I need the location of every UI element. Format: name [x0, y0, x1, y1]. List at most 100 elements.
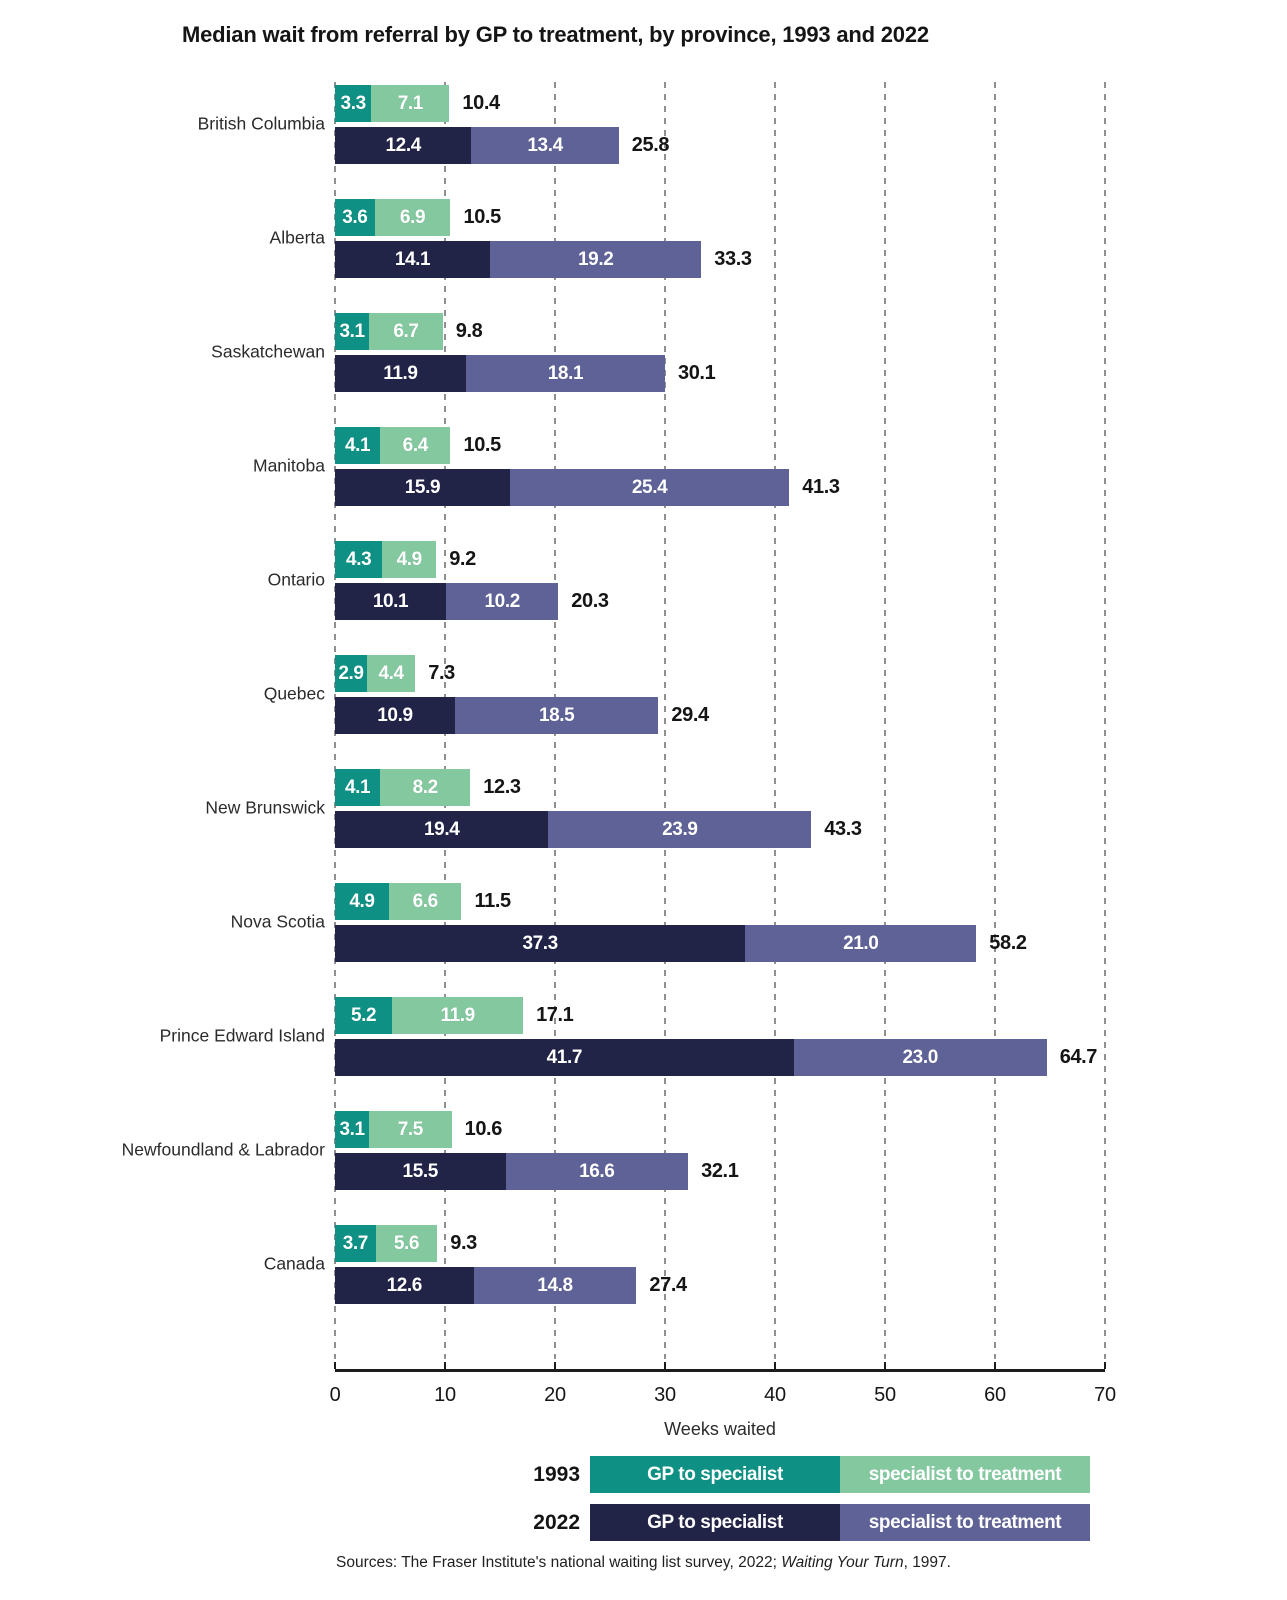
x-axis-line: [335, 1369, 1105, 1372]
legend-year-2022: 2022: [533, 1510, 580, 1534]
segment-1993-specialist-to-treatment-value: 6.4: [402, 434, 429, 456]
province-group: Prince Edward Island 5.2 11.9 17.1 41.7 23.0 6…: [160, 997, 1105, 1076]
segment-1993-specialist-to-treatment: 6.9: [374, 199, 451, 236]
province-group: Ontario 4.3 4.9 9.2 10.1 10.2 20.3: [268, 541, 1105, 620]
segment-2022-specialist-to-treatment: 19.2: [490, 241, 702, 278]
province-label: Canada: [263, 1253, 325, 1274]
chart-plot: British Columbia 3.3 7.1 10.4 12.4 13.4 25.8 Al…: [122, 82, 1116, 1439]
segment-2022-gp-to-specialist: 11.9: [335, 355, 466, 392]
legend-swatch-spec-2022: specialist to treatment: [840, 1504, 1090, 1541]
x-axis-tick-20: [554, 1362, 556, 1369]
province-label: New Brunswick: [205, 797, 325, 818]
segment-1993-specialist-to-treatment-value: 6.9: [399, 206, 426, 228]
segment-2022-specialist-to-treatment-value: 23.9: [662, 818, 698, 840]
segment-2022-specialist-to-treatment: 13.4: [471, 127, 619, 164]
total-label-2022: 27.4: [649, 1274, 687, 1296]
x-axis-tick-10: [444, 1362, 446, 1369]
segment-2022-gp-to-specialist-value: 14.1: [394, 248, 431, 270]
bar-1993: 3.1 7.5 10.6: [335, 1111, 1105, 1148]
bar-2022: 19.4 23.9 43.3: [335, 811, 1105, 848]
segment-1993-specialist-to-treatment-value: 8.2: [412, 776, 439, 798]
segment-2022-gp-to-specialist-value: 10.1: [372, 590, 409, 612]
bar-2022: 10.9 18.5 29.4: [335, 697, 1105, 734]
province-label: Ontario: [267, 569, 325, 590]
chart-title: Median wait from referral by GP to treat…: [182, 22, 929, 47]
segment-2022-specialist-to-treatment-value: 14.8: [537, 1274, 573, 1296]
x-axis-tick-label-20: 20: [544, 1384, 566, 1406]
source-prefix: Sources: The Fraser Institute's national…: [336, 1554, 782, 1571]
x-axis-tick-label-70: 70: [1094, 1384, 1116, 1406]
total-label-2022: 64.7: [1059, 1046, 1098, 1068]
segment-2022-gp-to-specialist-value: 10.9: [377, 704, 413, 726]
segment-2022-specialist-to-treatment-value: 21.0: [843, 932, 879, 954]
segment-1993-gp-to-specialist: 3.3: [335, 85, 372, 122]
total-label-1993: 9.2: [449, 548, 476, 570]
total-label-1993: 7.3: [428, 662, 455, 684]
legend-swatch-gp-2022: GP to specialist: [590, 1504, 840, 1541]
segment-2022-gp-to-specialist-value: 12.6: [386, 1274, 423, 1296]
x-axis-tick-label-30: 30: [654, 1384, 676, 1406]
x-axis-tick-0: [334, 1362, 336, 1369]
bar-2022: 15.5 16.6 32.1: [335, 1153, 1105, 1190]
x-axis-tick-30: [664, 1362, 666, 1369]
segment-2022-specialist-to-treatment-value: 19.2: [577, 248, 614, 270]
segment-1993-specialist-to-treatment-value: 11.9: [440, 1004, 475, 1026]
segment-1993-gp-to-specialist-value: 4.9: [349, 890, 375, 912]
segment-1993-gp-to-specialist: 4.1: [335, 769, 381, 806]
segment-1993-specialist-to-treatment: 6.4: [380, 427, 451, 464]
total-label-1993: 17.1: [536, 1004, 574, 1026]
segment-1993-specialist-to-treatment: 7.5: [369, 1111, 452, 1148]
province-label: Quebec: [263, 683, 325, 704]
segment-2022-specialist-to-treatment: 14.8: [473, 1267, 637, 1304]
segment-2022-specialist-to-treatment: 21.0: [745, 925, 977, 962]
bar-1993: 4.3 4.9 9.2: [335, 541, 1105, 578]
bar-2022: 11.9 18.1 30.1: [335, 355, 1105, 392]
segment-1993-gp-to-specialist-value: 3.6: [342, 206, 368, 228]
gridline-40: [774, 82, 776, 1359]
total-label-1993: 12.3: [483, 776, 521, 798]
bar-2022: 12.4 13.4 25.8: [335, 127, 1105, 164]
gridline-70: [1104, 82, 1106, 1359]
segment-1993-gp-to-specialist-value: 3.7: [342, 1232, 369, 1254]
province-group: Quebec 2.9 4.4 7.3 10.9 18.5 29.4: [264, 655, 1105, 734]
segment-2022-specialist-to-treatment-value: 18.5: [538, 704, 575, 726]
source-suffix: , 1997.: [903, 1554, 951, 1571]
segment-2022-gp-to-specialist-value: 19.4: [424, 818, 460, 840]
x-axis-tick-label-60: 60: [984, 1384, 1006, 1406]
segment-2022-gp-to-specialist: 10.9: [335, 697, 455, 734]
total-label-2022: 29.4: [671, 704, 709, 726]
gridline-30: [664, 82, 666, 1359]
province-label: Saskatchewan: [211, 341, 325, 362]
segment-1993-gp-to-specialist-value: 3.3: [340, 92, 367, 114]
segment-1993-specialist-to-treatment: 4.4: [366, 655, 416, 692]
legend-swatch-spec-1993: specialist to treatment: [840, 1456, 1090, 1493]
bar-1993: 3.1 6.7 9.8: [335, 313, 1105, 350]
segment-1993-gp-to-specialist: 2.9: [335, 655, 367, 692]
province-group: Newfoundland & Labrador 3.1 7.5 10.6 15.5 16.…: [122, 1111, 1105, 1190]
province-group: British Columbia 3.3 7.1 10.4 12.4 13.4 25.8: [198, 85, 1105, 164]
segment-2022-gp-to-specialist-value: 12.4: [385, 134, 422, 156]
province-group: Saskatchewan 3.1 6.7 9.8 11.9 18.1 30.1: [211, 313, 1105, 392]
province-label: Nova Scotia: [230, 911, 325, 932]
province-label: Alberta: [269, 227, 325, 248]
segment-2022-gp-to-specialist: 41.7: [335, 1039, 794, 1076]
segment-1993-specialist-to-treatment-value: 4.4: [378, 662, 404, 684]
segment-1993-specialist-to-treatment-value: 4.9: [396, 548, 423, 570]
legend-row-1993: 1993 GP to specialist specialist to trea…: [0, 1456, 1090, 1493]
total-label-1993: 9.8: [455, 320, 483, 342]
segment-1993-specialist-to-treatment-value: 6.6: [412, 890, 439, 912]
segment-2022-specialist-to-treatment: 18.1: [465, 355, 665, 392]
segment-1993-gp-to-specialist-value: 5.2: [350, 1004, 377, 1026]
x-axis-tick-label-50: 50: [874, 1384, 896, 1406]
segment-2022-specialist-to-treatment: 10.2: [446, 583, 559, 620]
bar-1993: 4.1 8.2 12.3: [335, 769, 1105, 806]
total-label-2022: 32.1: [701, 1160, 739, 1182]
segment-1993-gp-to-specialist: 3.1: [335, 313, 370, 350]
segment-2022-gp-to-specialist-value: 41.7: [546, 1046, 583, 1068]
segment-1993-gp-to-specialist-value: 3.1: [339, 1118, 365, 1140]
bar-1993: 3.6 6.9 10.5: [335, 199, 1105, 236]
segment-2022-gp-to-specialist: 15.9: [335, 469, 510, 506]
segment-1993-specialist-to-treatment: 7.1: [371, 85, 450, 122]
segment-1993-gp-to-specialist: 4.9: [335, 883, 389, 920]
